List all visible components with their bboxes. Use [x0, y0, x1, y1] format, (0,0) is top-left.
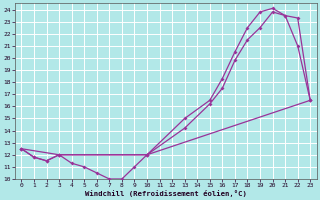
X-axis label: Windchill (Refroidissement éolien,°C): Windchill (Refroidissement éolien,°C) — [85, 190, 247, 197]
